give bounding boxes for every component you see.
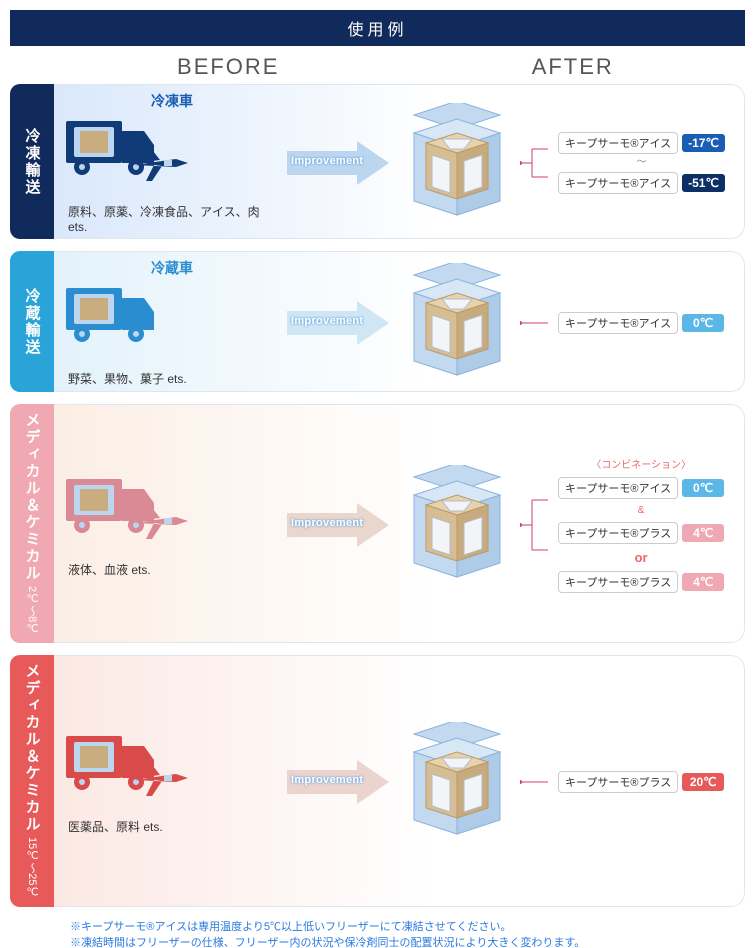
improvement-arrow: Improvement [287, 760, 397, 804]
improvement-arrow: Improvement [287, 301, 397, 345]
side-label: 冷蔵輸送 [10, 251, 54, 392]
insulated-box-icon [402, 722, 512, 842]
product-label-line: キープサーモ®アイス 0℃ [558, 312, 724, 334]
side-label-text: メディカル＆ケミカル [22, 663, 43, 833]
product-label-line: キープサーモ®アイス 0℃ [558, 477, 724, 499]
side-label-text: メディカル＆ケミカル [22, 412, 43, 582]
or-note: or [558, 550, 724, 565]
arrow-column: Improvement [282, 301, 402, 345]
row-body: 液体、血液 ets. Improvement [54, 404, 745, 643]
arrow-column: Improvement [282, 503, 402, 547]
examples-text: 原料、原薬、冷凍食品、アイス、肉 ets. [62, 203, 282, 234]
combination-note: 〈コンビネーション〉 [558, 456, 724, 471]
product-labels: 〈コンビネーション〉 キープサーモ®アイス 0℃ & キープサーモ®プラス 4℃… [558, 456, 724, 593]
side-label-text: 冷蔵輸送 [22, 288, 43, 356]
range-tilde: 〜 [558, 160, 725, 166]
arrow-text: Improvement [291, 774, 363, 786]
insulated-box-icon [402, 465, 512, 585]
before-heading: 冷凍車 [62, 91, 282, 111]
side-label-range: 2℃〜8℃ [24, 586, 40, 635]
product-name: キープサーモ®プラス [558, 571, 678, 593]
usage-row-frozen: 冷凍輸送 冷凍車 原料、原薬、冷凍食品、アイス、肉 ets. [10, 84, 745, 239]
product-labels: キープサーモ®アイス -17℃ 〜 キープサーモ®アイス -51℃ [558, 132, 725, 194]
side-label: メディカル＆ケミカル 15℃〜25℃ [10, 655, 54, 906]
product-temp: 4℃ [682, 524, 724, 542]
product-label-line: キープサーモ®プラス 4℃ [558, 522, 724, 544]
footer-line: ※凍結時間はフリーザーの仕様、フリーザー内の状況や保冷剤同士の配置状況により大き… [70, 935, 745, 948]
transport-icons [62, 728, 282, 816]
examples-text: 医薬品、原料 ets. [62, 818, 282, 835]
footer-notes: ※キープサーモ®アイスは専用温度より5℃以上低いフリーザーにて凍結させてください… [10, 919, 745, 948]
title-bar: 使用例 [10, 10, 745, 46]
before-heading: 冷蔵車 [62, 258, 282, 278]
product-label-line: キープサーモ®アイス -17℃ [558, 132, 725, 154]
after-column: キープサーモ®アイス 0℃ [402, 263, 734, 383]
transport-icons [62, 280, 282, 368]
before-column: 冷凍車 原料、原薬、冷凍食品、アイス、肉 ets. [62, 91, 282, 234]
before-column: 液体、血液 ets. [62, 471, 282, 578]
product-label-line: キープサーモ®プラス 4℃ [558, 571, 724, 593]
after-column: キープサーモ®アイス -17℃ 〜 キープサーモ®アイス -51℃ [402, 103, 734, 223]
side-label: メディカル＆ケミカル 2℃〜8℃ [10, 404, 54, 643]
insulated-box-icon [402, 263, 512, 383]
product-temp: -51℃ [682, 174, 725, 192]
before-header: BEFORE [56, 54, 401, 80]
product-name: キープサーモ®アイス [558, 172, 678, 194]
arrow-text: Improvement [291, 517, 363, 529]
improvement-arrow: Improvement [287, 141, 397, 185]
product-temp: 0℃ [682, 314, 724, 332]
row-body: 冷蔵車 野菜、果物、菓子 ets. Improvement [54, 251, 745, 392]
product-labels: キープサーモ®プラス 20℃ [558, 771, 724, 793]
after-header: AFTER [401, 54, 746, 80]
product-temp: -17℃ [682, 134, 725, 152]
product-temp: 4℃ [682, 573, 724, 591]
side-label-range: 15℃〜25℃ [24, 837, 40, 898]
arrow-text: Improvement [291, 315, 363, 327]
product-name: キープサーモ®プラス [558, 771, 678, 793]
product-name: キープサーモ®アイス [558, 312, 678, 334]
usage-row-medchem28: メディカル＆ケミカル 2℃〜8℃ 液体、血液 ets. [10, 404, 745, 643]
product-label-line: キープサーモ®アイス -51℃ [558, 172, 725, 194]
product-name: キープサーモ®アイス [558, 477, 678, 499]
usage-row-medchem1525: メディカル＆ケミカル 15℃〜25℃ 医薬品、原料 ets. [10, 655, 745, 906]
product-temp: 0℃ [682, 479, 724, 497]
footer-line: ※キープサーモ®アイスは専用温度より5℃以上低いフリーザーにて凍結させてください… [70, 919, 745, 936]
product-name: キープサーモ®プラス [558, 522, 678, 544]
insulated-box-icon [402, 103, 512, 223]
side-label: 冷凍輸送 [10, 84, 54, 239]
product-labels: キープサーモ®アイス 0℃ [558, 312, 724, 334]
arrow-column: Improvement [282, 141, 402, 185]
before-column: 冷蔵車 野菜、果物、菓子 ets. [62, 258, 282, 387]
product-label-line: キープサーモ®プラス 20℃ [558, 771, 724, 793]
transport-icons [62, 471, 282, 559]
ampersand: & [558, 505, 724, 516]
column-headers: BEFORE AFTER [10, 54, 745, 80]
arrow-column: Improvement [282, 760, 402, 804]
row-body: 医薬品、原料 ets. Improvement [54, 655, 745, 906]
examples-text: 野菜、果物、菓子 ets. [62, 370, 282, 387]
after-column: 〈コンビネーション〉 キープサーモ®アイス 0℃ & キープサーモ®プラス 4℃… [402, 456, 734, 593]
examples-text: 液体、血液 ets. [62, 561, 282, 578]
transport-icons [62, 113, 282, 201]
after-column: キープサーモ®プラス 20℃ [402, 722, 734, 842]
side-label-text: 冷凍輸送 [22, 128, 43, 196]
improvement-arrow: Improvement [287, 503, 397, 547]
before-column: 医薬品、原料 ets. [62, 728, 282, 835]
arrow-text: Improvement [291, 155, 363, 167]
product-name: キープサーモ®アイス [558, 132, 678, 154]
row-body: 冷凍車 原料、原薬、冷凍食品、アイス、肉 ets. Improvement [54, 84, 745, 239]
usage-row-chilled: 冷蔵輸送 冷蔵車 野菜、果物、菓子 ets. Improvement [10, 251, 745, 392]
product-temp: 20℃ [682, 773, 724, 791]
